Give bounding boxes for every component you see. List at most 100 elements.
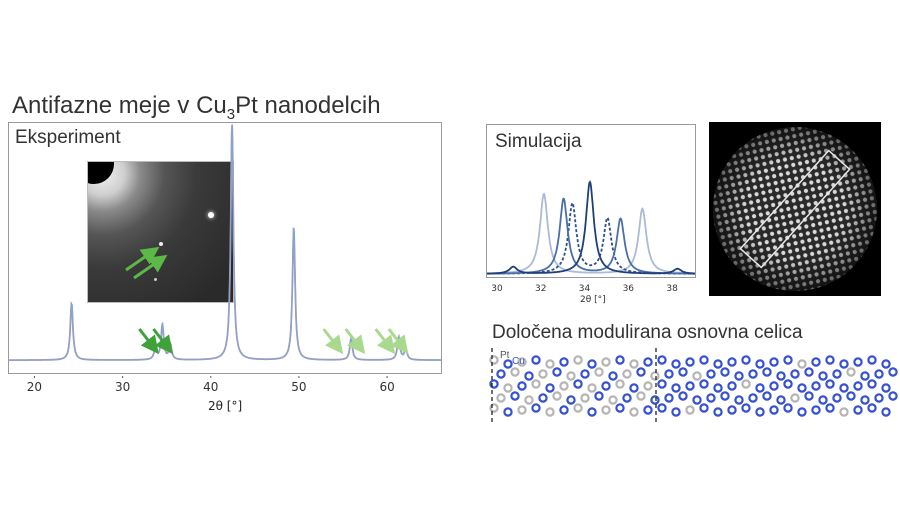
experiment-x-ticks: 20 30 40 50 60 (27, 376, 395, 394)
peak-arrow (152, 328, 173, 355)
cu-atom (776, 371, 786, 381)
cu-atom (706, 393, 716, 403)
cu-atom (545, 383, 555, 393)
cu-atom (769, 357, 779, 367)
cu-atom (531, 355, 541, 365)
cu-atom (671, 407, 681, 417)
diffraction-spot (154, 278, 157, 281)
cu-atom (587, 359, 597, 369)
cu-atom (622, 393, 632, 403)
sim-series-medium (487, 197, 695, 275)
peak-arrow (387, 328, 409, 355)
cu-atom (832, 393, 842, 403)
cu-atom (657, 355, 667, 365)
pt-atom (608, 395, 618, 405)
pt-atom (601, 405, 611, 415)
cu-atom (678, 367, 688, 377)
slide-title: Antifazne meje v Cu3Pt nanodelcih (12, 92, 381, 123)
pt-atom (573, 355, 583, 365)
cu-atom (867, 355, 877, 365)
cu-atom (727, 381, 737, 391)
sim-series-light (487, 193, 695, 275)
cu-atom (888, 391, 898, 401)
simulation-panel: Simulacija (486, 124, 696, 278)
cu-atom (643, 405, 653, 415)
cu-atom (839, 383, 849, 393)
pt-atom (580, 393, 590, 403)
pt-atom (629, 359, 639, 369)
simulation-x-ticks: 30 32 34 36 38 (491, 284, 678, 294)
cu-atom (888, 367, 898, 377)
cu-atom (573, 379, 583, 389)
pt-atom (524, 395, 534, 405)
cu-atom (769, 381, 779, 391)
cu-atom (755, 359, 765, 369)
cu-atom (811, 381, 821, 391)
pt-atom (538, 369, 548, 379)
cu-atom (503, 407, 513, 417)
cu-atom (671, 359, 681, 369)
cu-atom (783, 355, 793, 365)
peak-arrow (344, 328, 366, 355)
cu-atom (860, 395, 870, 405)
cu-atom (825, 379, 835, 389)
pt-atom (552, 391, 562, 401)
cu-atom (671, 383, 681, 393)
cu-atom (699, 355, 709, 365)
pt-atom (545, 407, 555, 417)
pt-atom (846, 367, 856, 377)
sim-x-tick-label: 36 (623, 284, 635, 294)
cu-atom (867, 403, 877, 413)
series-line-measured (9, 124, 441, 361)
pt-atom (496, 393, 506, 403)
cu-atom (713, 407, 723, 417)
pt-atom (839, 407, 849, 417)
cu-atom (685, 357, 695, 367)
diffraction-spot (159, 242, 163, 246)
cu-atom (657, 403, 667, 413)
pt-atom (559, 381, 569, 391)
cu-atom (643, 357, 653, 367)
peak-arrow (138, 328, 159, 355)
cu-atom (804, 367, 814, 377)
cu-atom (706, 369, 716, 379)
cu-atom (629, 383, 639, 393)
cu-atom (734, 371, 744, 381)
cu-label: Cu (512, 356, 525, 367)
pt-atom (615, 379, 625, 389)
x-tick-label: 60 (379, 380, 394, 394)
sim-x-tick-label: 30 (491, 284, 503, 294)
cu-atom (874, 393, 884, 403)
unit-cell-structure: Pt Cu (486, 346, 898, 424)
cu-atom (538, 393, 548, 403)
sim-x-tick-label: 34 (579, 284, 591, 294)
cu-atom (748, 369, 758, 379)
cu-atom (811, 405, 821, 415)
cu-atom (713, 383, 723, 393)
cu-atom (797, 407, 807, 417)
x-tick-label: 50 (291, 380, 306, 394)
cu-atom (790, 369, 800, 379)
pt-atom (643, 381, 653, 391)
cu-atom (678, 391, 688, 401)
cu-atom (874, 369, 884, 379)
cu-atom (692, 395, 702, 405)
pt-atom (650, 371, 660, 381)
pt-atom (685, 405, 695, 415)
cu-atom (720, 391, 730, 401)
cu-atom (615, 355, 625, 365)
cu-atom (804, 391, 814, 401)
simulation-label: Simulacija (495, 131, 582, 152)
pt-atom (601, 357, 611, 367)
experiment-label: Eksperiment (15, 127, 121, 148)
cu-atom (601, 381, 611, 391)
cu-atom (699, 403, 709, 413)
sim-series-dashed (487, 201, 695, 275)
cu-atom (510, 391, 520, 401)
nanoparticle-lattice (713, 127, 877, 291)
cu-atom (524, 371, 534, 381)
cu-atom (818, 395, 828, 405)
cu-atom (825, 355, 835, 365)
cu-atom (832, 369, 842, 379)
cu-atom (783, 379, 793, 389)
